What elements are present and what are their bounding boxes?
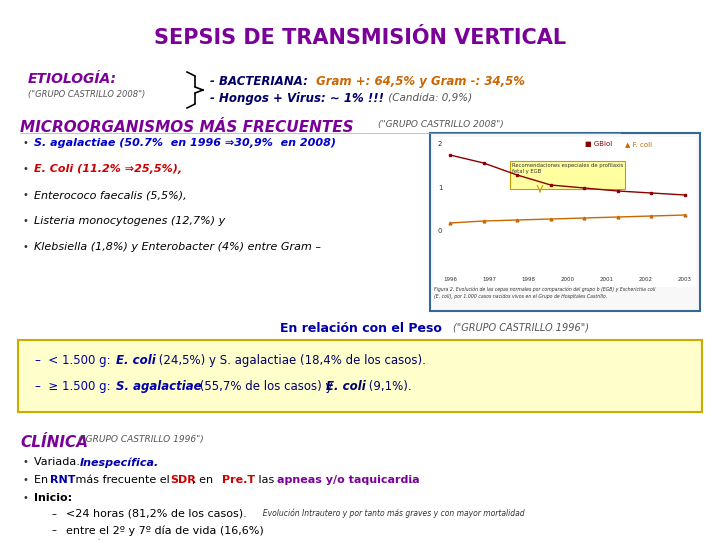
Text: - Hongos + Virus: ∼ 1% !!!: - Hongos + Virus: ∼ 1% !!! — [210, 92, 384, 105]
Text: CLÍNICA: CLÍNICA — [20, 435, 88, 450]
Text: •: • — [22, 138, 28, 148]
Text: •: • — [22, 242, 28, 252]
Text: •: • — [22, 457, 28, 467]
Text: E. coli: E. coli — [326, 380, 366, 393]
Text: .: . — [410, 475, 413, 485]
Text: •: • — [22, 493, 28, 503]
Text: S. agalactiae: S. agalactiae — [116, 380, 202, 393]
Text: ETIOLOGÍA:: ETIOLOGÍA: — [28, 72, 117, 86]
Text: S. agalactiae (50.7%  en 1996 ⇒30,9%  en 2008): S. agalactiae (50.7% en 1996 ⇒30,9% en 2… — [34, 138, 336, 148]
Text: •: • — [22, 190, 28, 200]
Text: ■ GBiol: ■ GBiol — [585, 141, 612, 147]
Text: –  < 1.500 g:: – < 1.500 g: — [35, 354, 114, 367]
Text: 1: 1 — [438, 185, 443, 191]
Text: ("GRUPO CASTRILLO 2008"): ("GRUPO CASTRILLO 2008") — [378, 120, 504, 129]
Text: •: • — [22, 475, 28, 485]
Text: (E. coli), por 1.000 casos nacidos vivos en el Grupo de Hospitales Castrillo.: (E. coli), por 1.000 casos nacidos vivos… — [434, 294, 607, 299]
Text: –: – — [52, 509, 57, 519]
Text: 2002: 2002 — [639, 277, 653, 282]
Text: 2003: 2003 — [678, 277, 692, 282]
Text: Evolución Intrautero y por tanto más graves y con mayor mortalidad: Evolución Intrautero y por tanto más gra… — [258, 509, 525, 518]
Text: E. Coli (11.2% ⇒25,5%),: E. Coli (11.2% ⇒25,5%), — [34, 164, 182, 174]
Text: (Candida: 0,9%): (Candida: 0,9%) — [385, 92, 472, 102]
Text: •: • — [22, 216, 28, 226]
Text: Klebsiella (1,8%) y Enterobacter (4%) entre Gram –: Klebsiella (1,8%) y Enterobacter (4%) en… — [34, 242, 321, 252]
Bar — [434, 137, 696, 287]
Text: RNT: RNT — [50, 475, 76, 485]
Bar — [510, 161, 625, 189]
Text: <24 horas (81,2% de los casos).: <24 horas (81,2% de los casos). — [66, 509, 247, 519]
Text: Listeria monocytogenes (12,7%) y: Listeria monocytogenes (12,7%) y — [34, 216, 225, 226]
Text: 2: 2 — [438, 141, 442, 147]
Text: apneas y/o taquicardia: apneas y/o taquicardia — [277, 475, 420, 485]
Text: ("GRUPO CASTRILLO 1996"): ("GRUPO CASTRILLO 1996") — [453, 322, 589, 332]
Text: - BACTERIANA:: - BACTERIANA: — [210, 75, 308, 88]
Text: Pre.T: Pre.T — [222, 475, 255, 485]
Bar — [18, 340, 702, 412]
Text: (9,1%).: (9,1%). — [365, 380, 412, 393]
Text: E. coli: E. coli — [116, 354, 156, 367]
Text: 0: 0 — [438, 228, 443, 234]
Text: Gram +: 64,5% y Gram -: 34,5%: Gram +: 64,5% y Gram -: 34,5% — [312, 75, 525, 88]
Text: 1996: 1996 — [443, 277, 457, 282]
Text: Variada.: Variada. — [34, 457, 84, 467]
Text: •: • — [22, 164, 28, 174]
Text: (55,7% de los casos) y: (55,7% de los casos) y — [196, 380, 336, 393]
Text: ; en: ; en — [192, 475, 217, 485]
Text: Enterococo faecalis (5,5%),: Enterococo faecalis (5,5%), — [34, 190, 186, 200]
Text: En: En — [34, 475, 52, 485]
Text: 2001: 2001 — [600, 277, 613, 282]
Text: entre el 2º y 7º día de vida (16,6%): entre el 2º y 7º día de vida (16,6%) — [66, 525, 264, 536]
Text: SEPSIS DE TRANSMISIÓN VERTICAL: SEPSIS DE TRANSMISIÓN VERTICAL — [154, 28, 566, 48]
Text: más frecuente el: más frecuente el — [72, 475, 174, 485]
Text: las: las — [255, 475, 278, 485]
Text: SDR: SDR — [170, 475, 196, 485]
Text: ("GRUPO CASTRILLO 1996"): ("GRUPO CASTRILLO 1996") — [78, 435, 204, 444]
Text: MICROORGANISMOS MÁS FRECUENTES: MICROORGANISMOS MÁS FRECUENTES — [20, 120, 354, 135]
Bar — [430, 133, 700, 311]
Text: –: – — [52, 525, 57, 535]
Text: En relación con el Peso: En relación con el Peso — [280, 322, 442, 335]
Text: 1997: 1997 — [482, 277, 496, 282]
Text: Inicio:: Inicio: — [34, 493, 72, 503]
Text: ▲ F. coli: ▲ F. coli — [625, 141, 652, 147]
Text: Figura 2. Evolución de las cepas normales por comparación del grupo b (EGB) y Es: Figura 2. Evolución de las cepas normale… — [434, 286, 655, 292]
Text: (24,5%) y S. agalactiae (18,4% de los casos).: (24,5%) y S. agalactiae (18,4% de los ca… — [155, 354, 426, 367]
Text: Recomendaciones especiales de profilaxis
fetal y EGB: Recomendaciones especiales de profilaxis… — [512, 163, 624, 174]
Text: Inespecífica.: Inespecífica. — [80, 457, 159, 468]
Text: 1998: 1998 — [521, 277, 536, 282]
Text: –  ≥ 1.500 g:: – ≥ 1.500 g: — [35, 380, 114, 393]
Text: 2000: 2000 — [560, 277, 575, 282]
Text: ("GRUPO CASTRILLO 2008"): ("GRUPO CASTRILLO 2008") — [28, 90, 145, 99]
